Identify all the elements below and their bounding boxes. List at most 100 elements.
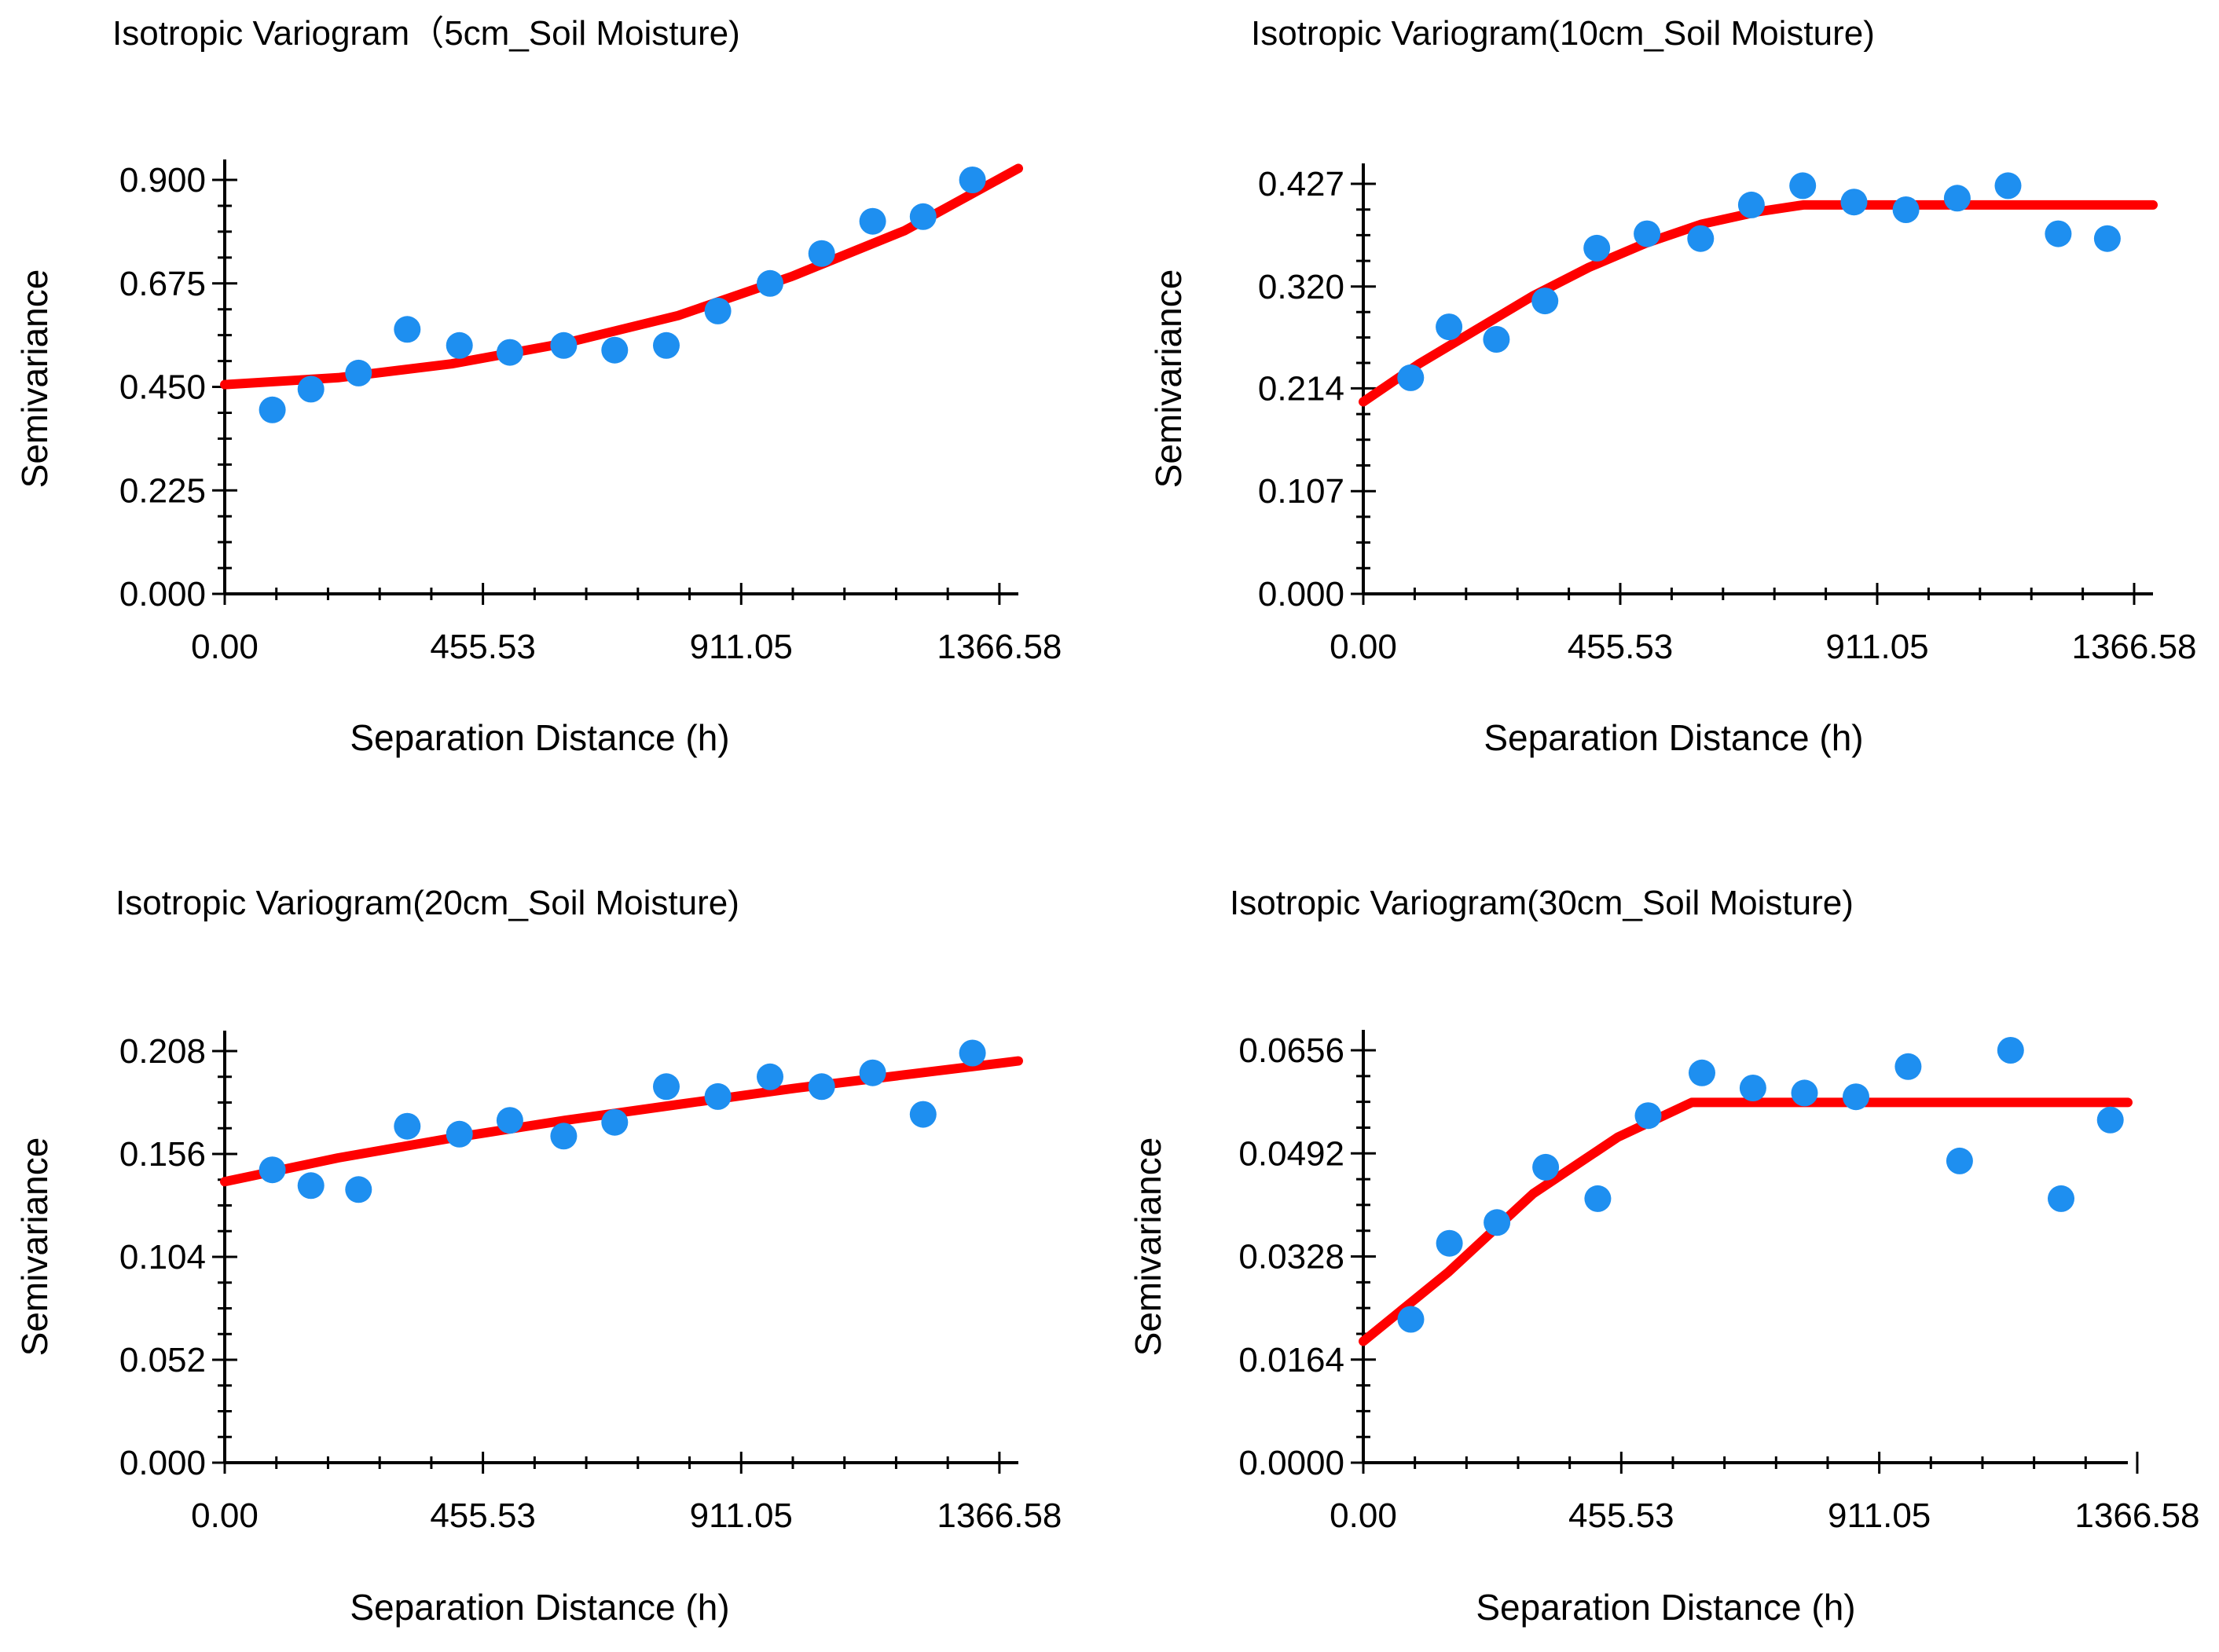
y-tick-label: 0.675 [119, 265, 206, 303]
data-point [1634, 1102, 1662, 1130]
y-tick-label: 0.0164 [1238, 1341, 1344, 1379]
data-point [601, 336, 629, 364]
data-point [859, 207, 886, 235]
x-tick-label: 911.05 [1828, 1496, 1931, 1535]
x-tick-label: 911.05 [1825, 628, 1928, 666]
model-line [1359, 200, 2158, 407]
x-tick-label: 0.00 [191, 628, 259, 666]
data-point [394, 1112, 421, 1140]
x-tick-label: 455.53 [430, 1496, 536, 1535]
x-tick-label: 1366.58 [937, 1496, 1062, 1535]
data-point [1436, 313, 1463, 341]
data-point [259, 1156, 286, 1184]
y-tick-label: 0.0492 [1238, 1134, 1344, 1173]
y-tick-label: 0.450 [119, 368, 206, 407]
y-axis-label: Semivariance [1128, 1137, 1168, 1357]
data-point [297, 375, 325, 403]
data-point [1737, 191, 1765, 218]
data-point [1584, 1185, 1612, 1212]
data-point [808, 240, 835, 267]
data-point [1397, 1306, 1425, 1333]
y-tick-label: 0.0328 [1238, 1238, 1344, 1277]
data-point [297, 1172, 325, 1200]
y-tick-label: 0.0000 [1238, 1444, 1344, 1482]
y-tick-label: 0.000 [119, 1444, 206, 1482]
data-point [859, 1059, 886, 1086]
data-point [1994, 172, 2022, 200]
data-point [959, 167, 986, 193]
y-axis-label: Semivariance [14, 1137, 55, 1357]
x-axis-label: Separation Distance (h) [350, 1587, 729, 1628]
y-tick-label: 0.052 [119, 1341, 206, 1379]
data-point [757, 269, 783, 297]
data-point [653, 1073, 680, 1101]
x-tick-label: 0.00 [191, 1496, 259, 1535]
data-point [345, 1176, 372, 1203]
data-point [1483, 326, 1510, 353]
data-point [757, 1063, 783, 1090]
chart-title: Isotropic Variogram(20cm_Soil Moisture) [116, 884, 739, 922]
data-point [1634, 220, 1661, 247]
x-tick-label: 1366.58 [937, 628, 1062, 666]
data-point [909, 1101, 937, 1128]
data-point [1843, 1083, 1869, 1111]
data-point [345, 359, 372, 386]
chart-title: Isotropic Variogram（5cm_Soil Moisture) [112, 14, 740, 53]
data-point [808, 1073, 835, 1101]
y-tick-label: 0.225 [119, 471, 206, 510]
data-point [1484, 1209, 1511, 1236]
data-point [496, 339, 523, 366]
data-point [1997, 1037, 2024, 1064]
x-tick-label: 911.05 [690, 628, 793, 666]
data-point [446, 1120, 473, 1148]
data-point [1892, 196, 1920, 223]
y-tick-label: 0.427 [1258, 165, 1344, 203]
x-axis-label: Separation Distance (h) [350, 717, 729, 758]
y-axis-label: Semivariance [14, 269, 55, 489]
x-tick-label: 455.53 [1568, 628, 1674, 666]
y-tick-label: 0.320 [1258, 268, 1344, 306]
data-point [550, 1123, 578, 1150]
data-point [550, 331, 578, 359]
x-tick-label: 1366.58 [2074, 1496, 2199, 1535]
data-point [2093, 225, 2121, 252]
x-tick-label: 1366.58 [2071, 628, 2196, 666]
model-line [1359, 1097, 2133, 1346]
x-tick-label: 0.00 [1330, 1496, 1397, 1535]
x-axis-label: Separation Distance (h) [1476, 1587, 1855, 1628]
data-point [601, 1108, 629, 1136]
y-tick-label: 0.214 [1258, 369, 1344, 408]
data-point [1943, 185, 1971, 212]
data-point [1532, 1153, 1560, 1181]
data-point [446, 331, 473, 359]
x-tick-label: 455.53 [430, 628, 536, 666]
data-point [394, 316, 421, 343]
y-tick-label: 0.107 [1258, 472, 1344, 511]
data-point [1840, 189, 1868, 216]
y-tick-label: 0.000 [119, 575, 206, 614]
data-point [1689, 1059, 1715, 1086]
data-point [1894, 1053, 1922, 1080]
chart-title: Isotropic Variogram(30cm_Soil Moisture) [1230, 884, 1854, 922]
y-tick-label: 0.000 [1258, 575, 1344, 614]
data-point [704, 297, 732, 324]
data-point [1791, 1079, 1818, 1107]
y-tick-label: 0.208 [119, 1032, 206, 1071]
chart-title: Isotropic Variogram(10cm_Soil Moisture) [1251, 14, 1875, 53]
data-point [653, 331, 680, 359]
panel-30cm: Isotropic Variogram(30cm_Soil Moisture) … [1128, 884, 2199, 1628]
data-point [1789, 172, 1817, 200]
data-point [909, 203, 937, 230]
panel-20cm: Isotropic Variogram(20cm_Soil Moisture) … [14, 884, 1062, 1628]
data-point [1583, 234, 1611, 262]
data-point [959, 1039, 986, 1067]
data-point [2045, 220, 2072, 247]
x-tick-label: 911.05 [690, 1496, 793, 1535]
data-point [1946, 1147, 1973, 1174]
y-tick-label: 0.156 [119, 1135, 206, 1174]
panel-10cm: Isotropic Variogram(10cm_Soil Moisture) … [1148, 14, 2197, 758]
y-tick-label: 0.900 [119, 161, 206, 200]
data-point [1397, 364, 1425, 391]
data-point [496, 1107, 523, 1134]
